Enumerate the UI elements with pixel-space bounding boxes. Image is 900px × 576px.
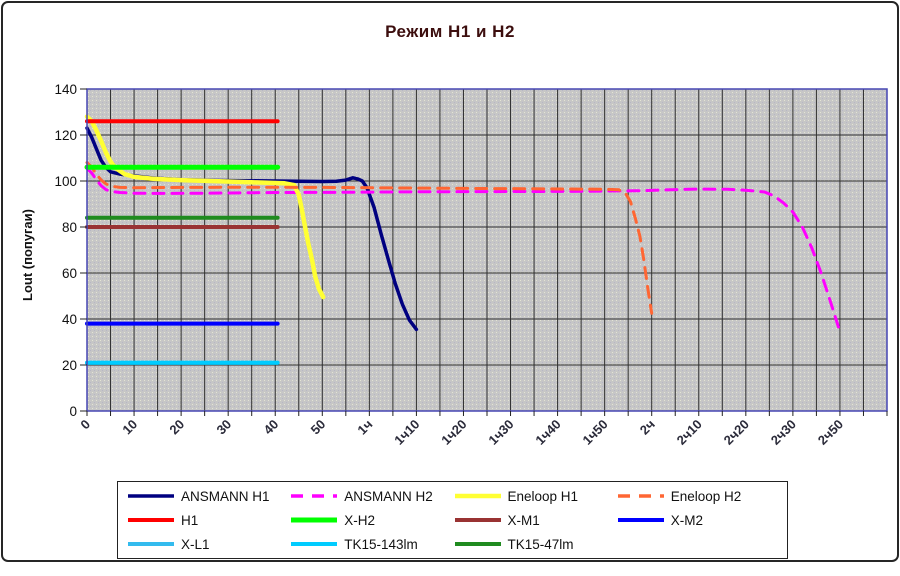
y-tick-label: 100 [54, 174, 77, 189]
legend-swatch [291, 542, 338, 546]
series-ansmann-h2 [85, 166, 842, 334]
y-tick-label: 0 [69, 404, 77, 419]
legend-swatch [128, 518, 174, 522]
legend-item-x-m2: X-M2 [616, 508, 779, 532]
x-tick-label: 1ч30 [485, 417, 516, 448]
x-tick-label: 1ч [354, 417, 375, 438]
x-tick-label: 1ч20 [438, 417, 469, 448]
legend-item-h1: H1 [126, 508, 289, 532]
x-tick-label: 1ч40 [532, 417, 563, 448]
chart-frame: Режим Н1 и Н2 Lout (попугаи) 0 10 20 30 40 50… [1, 1, 899, 562]
legend-label: Eneloop H1 [507, 488, 579, 504]
x-tick-label: 2ч30 [768, 417, 799, 448]
legend-swatch [128, 494, 174, 498]
x-tick-label: 10 [119, 417, 140, 438]
legend-item-x-l1: X-L1 [126, 532, 289, 556]
legend-label: X-H2 [344, 512, 376, 528]
legend-swatch [454, 493, 501, 499]
legend-swatch [128, 542, 174, 546]
legend-swatch [291, 517, 338, 523]
legend-label: X-L1 [181, 536, 210, 552]
legend-label: TK15-143lm [344, 536, 418, 552]
x-tick-label: 30 [213, 417, 234, 438]
legend-item-eneloop-h2: Eneloop H2 [616, 484, 779, 508]
x-tick-label: 2ч10 [674, 417, 705, 448]
y-tick-label: 120 [54, 128, 77, 143]
y-tick-label: 40 [62, 312, 77, 327]
chart-title: Режим Н1 и Н2 [385, 22, 515, 41]
x-tick-label: 2ч [637, 417, 658, 438]
x-tick-label: 20 [166, 417, 187, 438]
x-tick-label: 40 [261, 417, 282, 438]
y-tick-label: 60 [62, 266, 77, 281]
legend-label: ANSMANN H1 [181, 488, 270, 504]
series-eneloop-h2 [85, 161, 654, 315]
legend-label: X-M1 [507, 512, 540, 528]
legend-item-ansmann-h2: ANSMANN H2 [289, 484, 452, 508]
legend: ANSMANN H1 ANSMANN H2 Eneloop H1 Eneloop H2… [117, 481, 788, 559]
legend-swatch [291, 494, 338, 498]
x-tick-label: 1ч50 [579, 417, 610, 448]
y-tick-label: 80 [62, 220, 77, 235]
legend-label: H1 [181, 512, 199, 528]
legend-item-ansmann-h1: ANSMANN H1 [126, 484, 289, 508]
legend-label: Eneloop H2 [670, 488, 742, 504]
legend-swatch [454, 542, 501, 546]
x-tick-label: 0 [77, 417, 93, 433]
legend-label: ANSMANN H2 [344, 488, 433, 504]
legend-swatch [617, 494, 664, 498]
series-eneloop-h1 [84, 114, 326, 300]
legend-item-tk15-47lm: TK15-47lm [453, 532, 616, 556]
legend-label: TK15-47lm [507, 536, 574, 552]
legend-item-tk15-143lm: TK15-143lm [289, 532, 452, 556]
y-tick-label: 20 [62, 358, 77, 373]
legend-swatch [617, 518, 664, 522]
legend-item-eneloop-h1: Eneloop H1 [453, 484, 616, 508]
y-tick-label: 140 [54, 82, 77, 97]
legend-item-x-h2: X-H2 [289, 508, 452, 532]
plot-area: 0 10 20 30 40 50 1ч 1ч10 1ч20 1ч30 1ч40 1ч50 2ч 2ч10 2… [54, 82, 888, 448]
x-tick-label: 2ч50 [815, 417, 846, 448]
legend-swatch [454, 518, 501, 522]
x-tick-label: 2ч20 [721, 417, 752, 448]
legend-label: X-M2 [670, 512, 704, 528]
x-tick-label: 50 [308, 417, 329, 438]
x-tick-label: 1ч10 [391, 417, 422, 448]
legend-item-x-m1: X-M1 [453, 508, 616, 532]
